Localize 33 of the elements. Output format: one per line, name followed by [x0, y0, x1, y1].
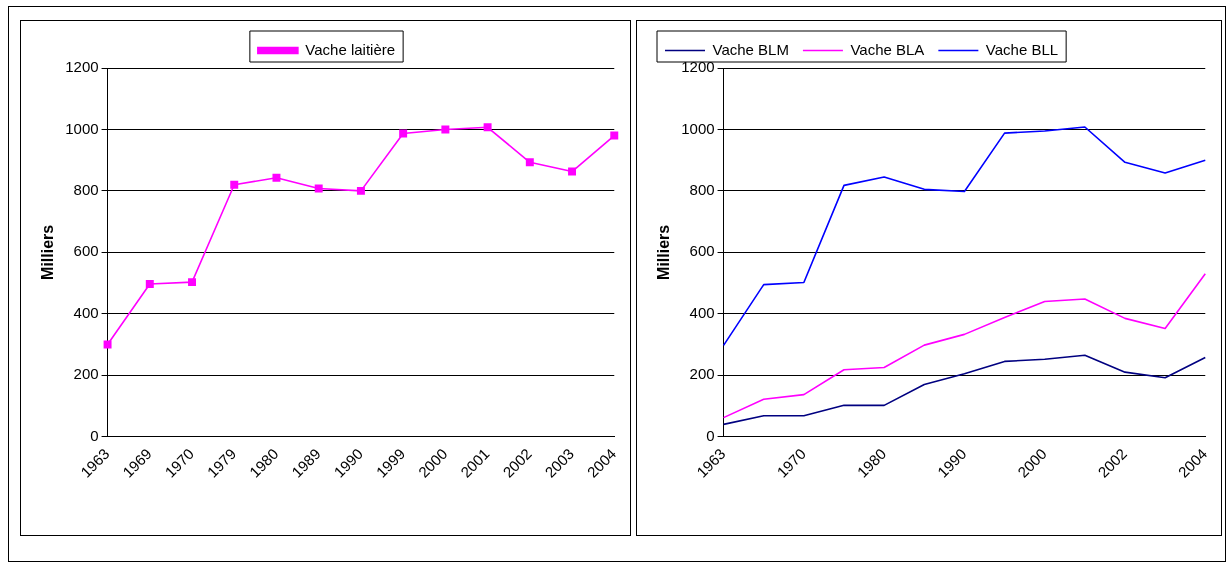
y-tick-label: 1200 [65, 58, 99, 76]
legend-label: Vache BLL [985, 40, 1059, 58]
point [568, 167, 577, 176]
legend-label: Vache laitière [305, 40, 396, 58]
y-tick-label: 600 [689, 242, 715, 260]
legend-label: Vache BLA [850, 40, 925, 58]
point [441, 125, 450, 134]
y-tick-label: 400 [73, 303, 99, 321]
point [103, 340, 112, 349]
point [525, 158, 534, 167]
y-axis-title: Milliers [39, 224, 57, 280]
y-tick-label: 200 [73, 365, 99, 383]
legend-label: Vache BLM [712, 40, 789, 58]
point [610, 131, 619, 140]
y-tick-label: 800 [73, 181, 99, 199]
y-tick-label: 600 [73, 242, 99, 260]
point [145, 280, 154, 288]
point [314, 184, 323, 193]
y-tick-label: 0 [706, 426, 715, 444]
point [272, 173, 281, 182]
y-axis-title: Milliers [655, 224, 673, 280]
point [230, 180, 239, 189]
y-tick-label: 1000 [65, 119, 99, 137]
point [483, 123, 492, 132]
y-tick-label: 0 [90, 426, 99, 444]
point [188, 278, 196, 287]
point [399, 129, 408, 138]
y-tick-label: 400 [689, 303, 715, 321]
y-tick-label: 200 [689, 365, 715, 383]
point [356, 186, 365, 195]
y-tick-label: 800 [689, 181, 715, 199]
y-tick-label: 1000 [681, 119, 715, 137]
y-tick-label: 1200 [681, 58, 715, 76]
